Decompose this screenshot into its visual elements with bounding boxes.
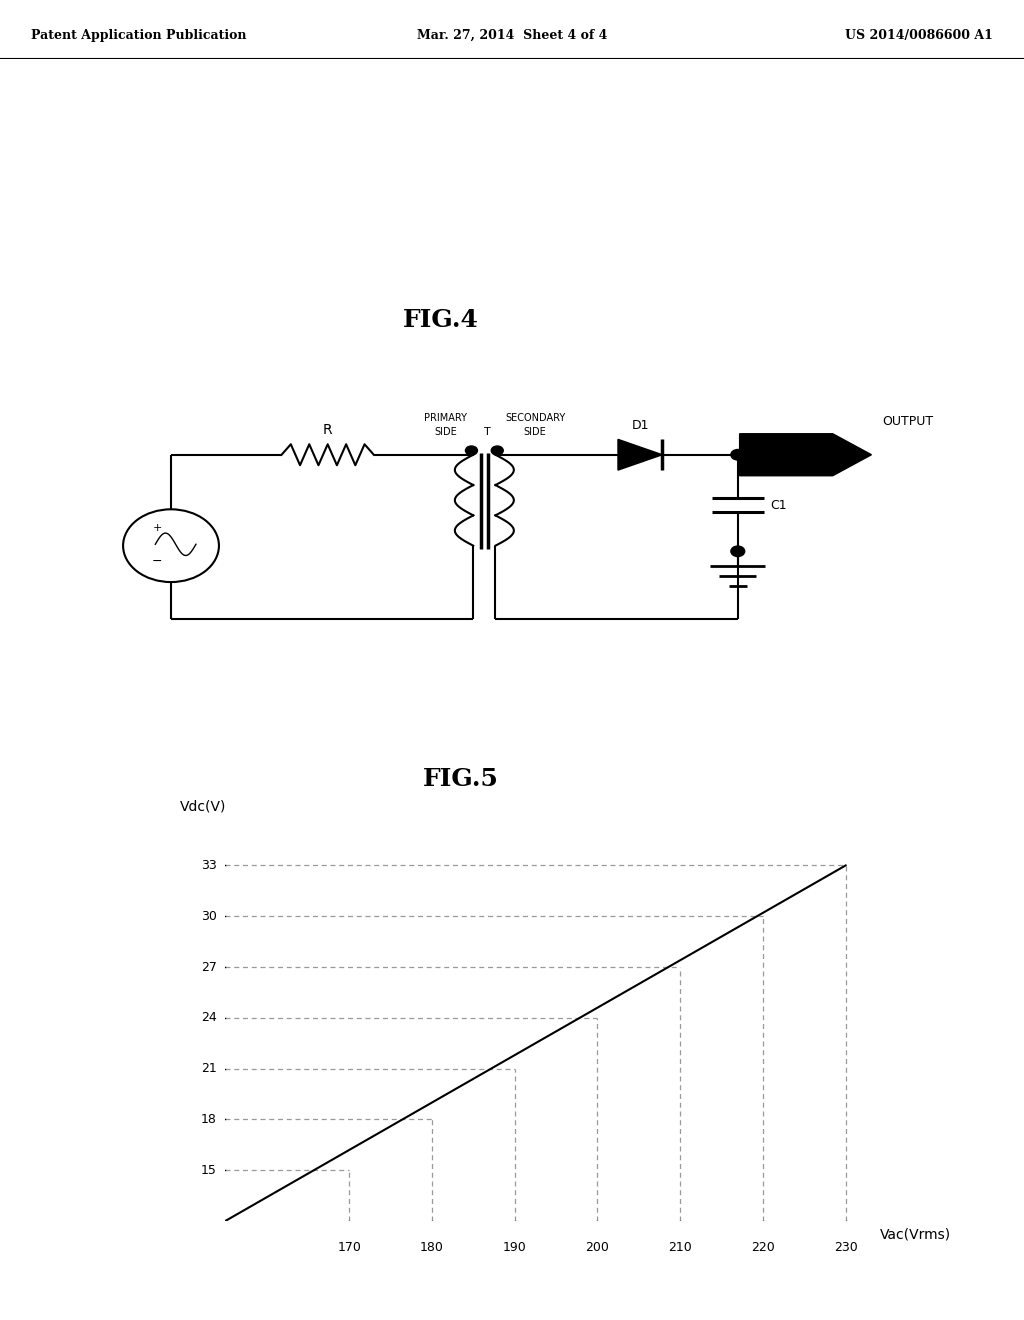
Text: 18: 18	[201, 1113, 217, 1126]
Text: 190: 190	[503, 1241, 526, 1254]
Text: Patent Application Publication: Patent Application Publication	[31, 29, 246, 42]
Text: 210: 210	[669, 1241, 692, 1254]
Text: SIDE: SIDE	[434, 428, 457, 437]
Text: PRIMARY: PRIMARY	[424, 413, 467, 424]
Text: Mar. 27, 2014  Sheet 4 of 4: Mar. 27, 2014 Sheet 4 of 4	[417, 29, 607, 42]
Text: C1: C1	[770, 499, 786, 512]
Text: +: +	[153, 523, 162, 533]
Circle shape	[731, 546, 744, 557]
Text: 15: 15	[201, 1164, 217, 1176]
Text: 180: 180	[420, 1241, 444, 1254]
Text: 220: 220	[751, 1241, 775, 1254]
Text: Vac(Vrms): Vac(Vrms)	[881, 1228, 951, 1242]
Text: FIG.4: FIG.4	[402, 308, 478, 333]
Text: SECONDARY: SECONDARY	[505, 413, 565, 424]
Text: 170: 170	[337, 1241, 361, 1254]
Text: 200: 200	[586, 1241, 609, 1254]
Text: R: R	[323, 424, 333, 437]
Text: 33: 33	[202, 859, 217, 873]
Circle shape	[466, 446, 477, 455]
Text: 21: 21	[202, 1063, 217, 1074]
Polygon shape	[618, 440, 663, 470]
Text: US 2014/0086600 A1: US 2014/0086600 A1	[846, 29, 993, 42]
Text: SIDE: SIDE	[523, 428, 547, 437]
Text: 30: 30	[201, 909, 217, 923]
Circle shape	[731, 450, 744, 459]
Text: 230: 230	[834, 1241, 857, 1254]
Circle shape	[492, 446, 503, 455]
Text: 24: 24	[202, 1011, 217, 1024]
Text: 27: 27	[201, 961, 217, 974]
Polygon shape	[739, 434, 871, 475]
Text: T: T	[483, 428, 490, 437]
Text: FIG.5: FIG.5	[423, 767, 499, 791]
Text: OUTPUT: OUTPUT	[883, 414, 934, 428]
Text: −: −	[152, 554, 163, 568]
Text: Vdc(V): Vdc(V)	[180, 799, 226, 813]
Text: D1: D1	[632, 418, 649, 432]
